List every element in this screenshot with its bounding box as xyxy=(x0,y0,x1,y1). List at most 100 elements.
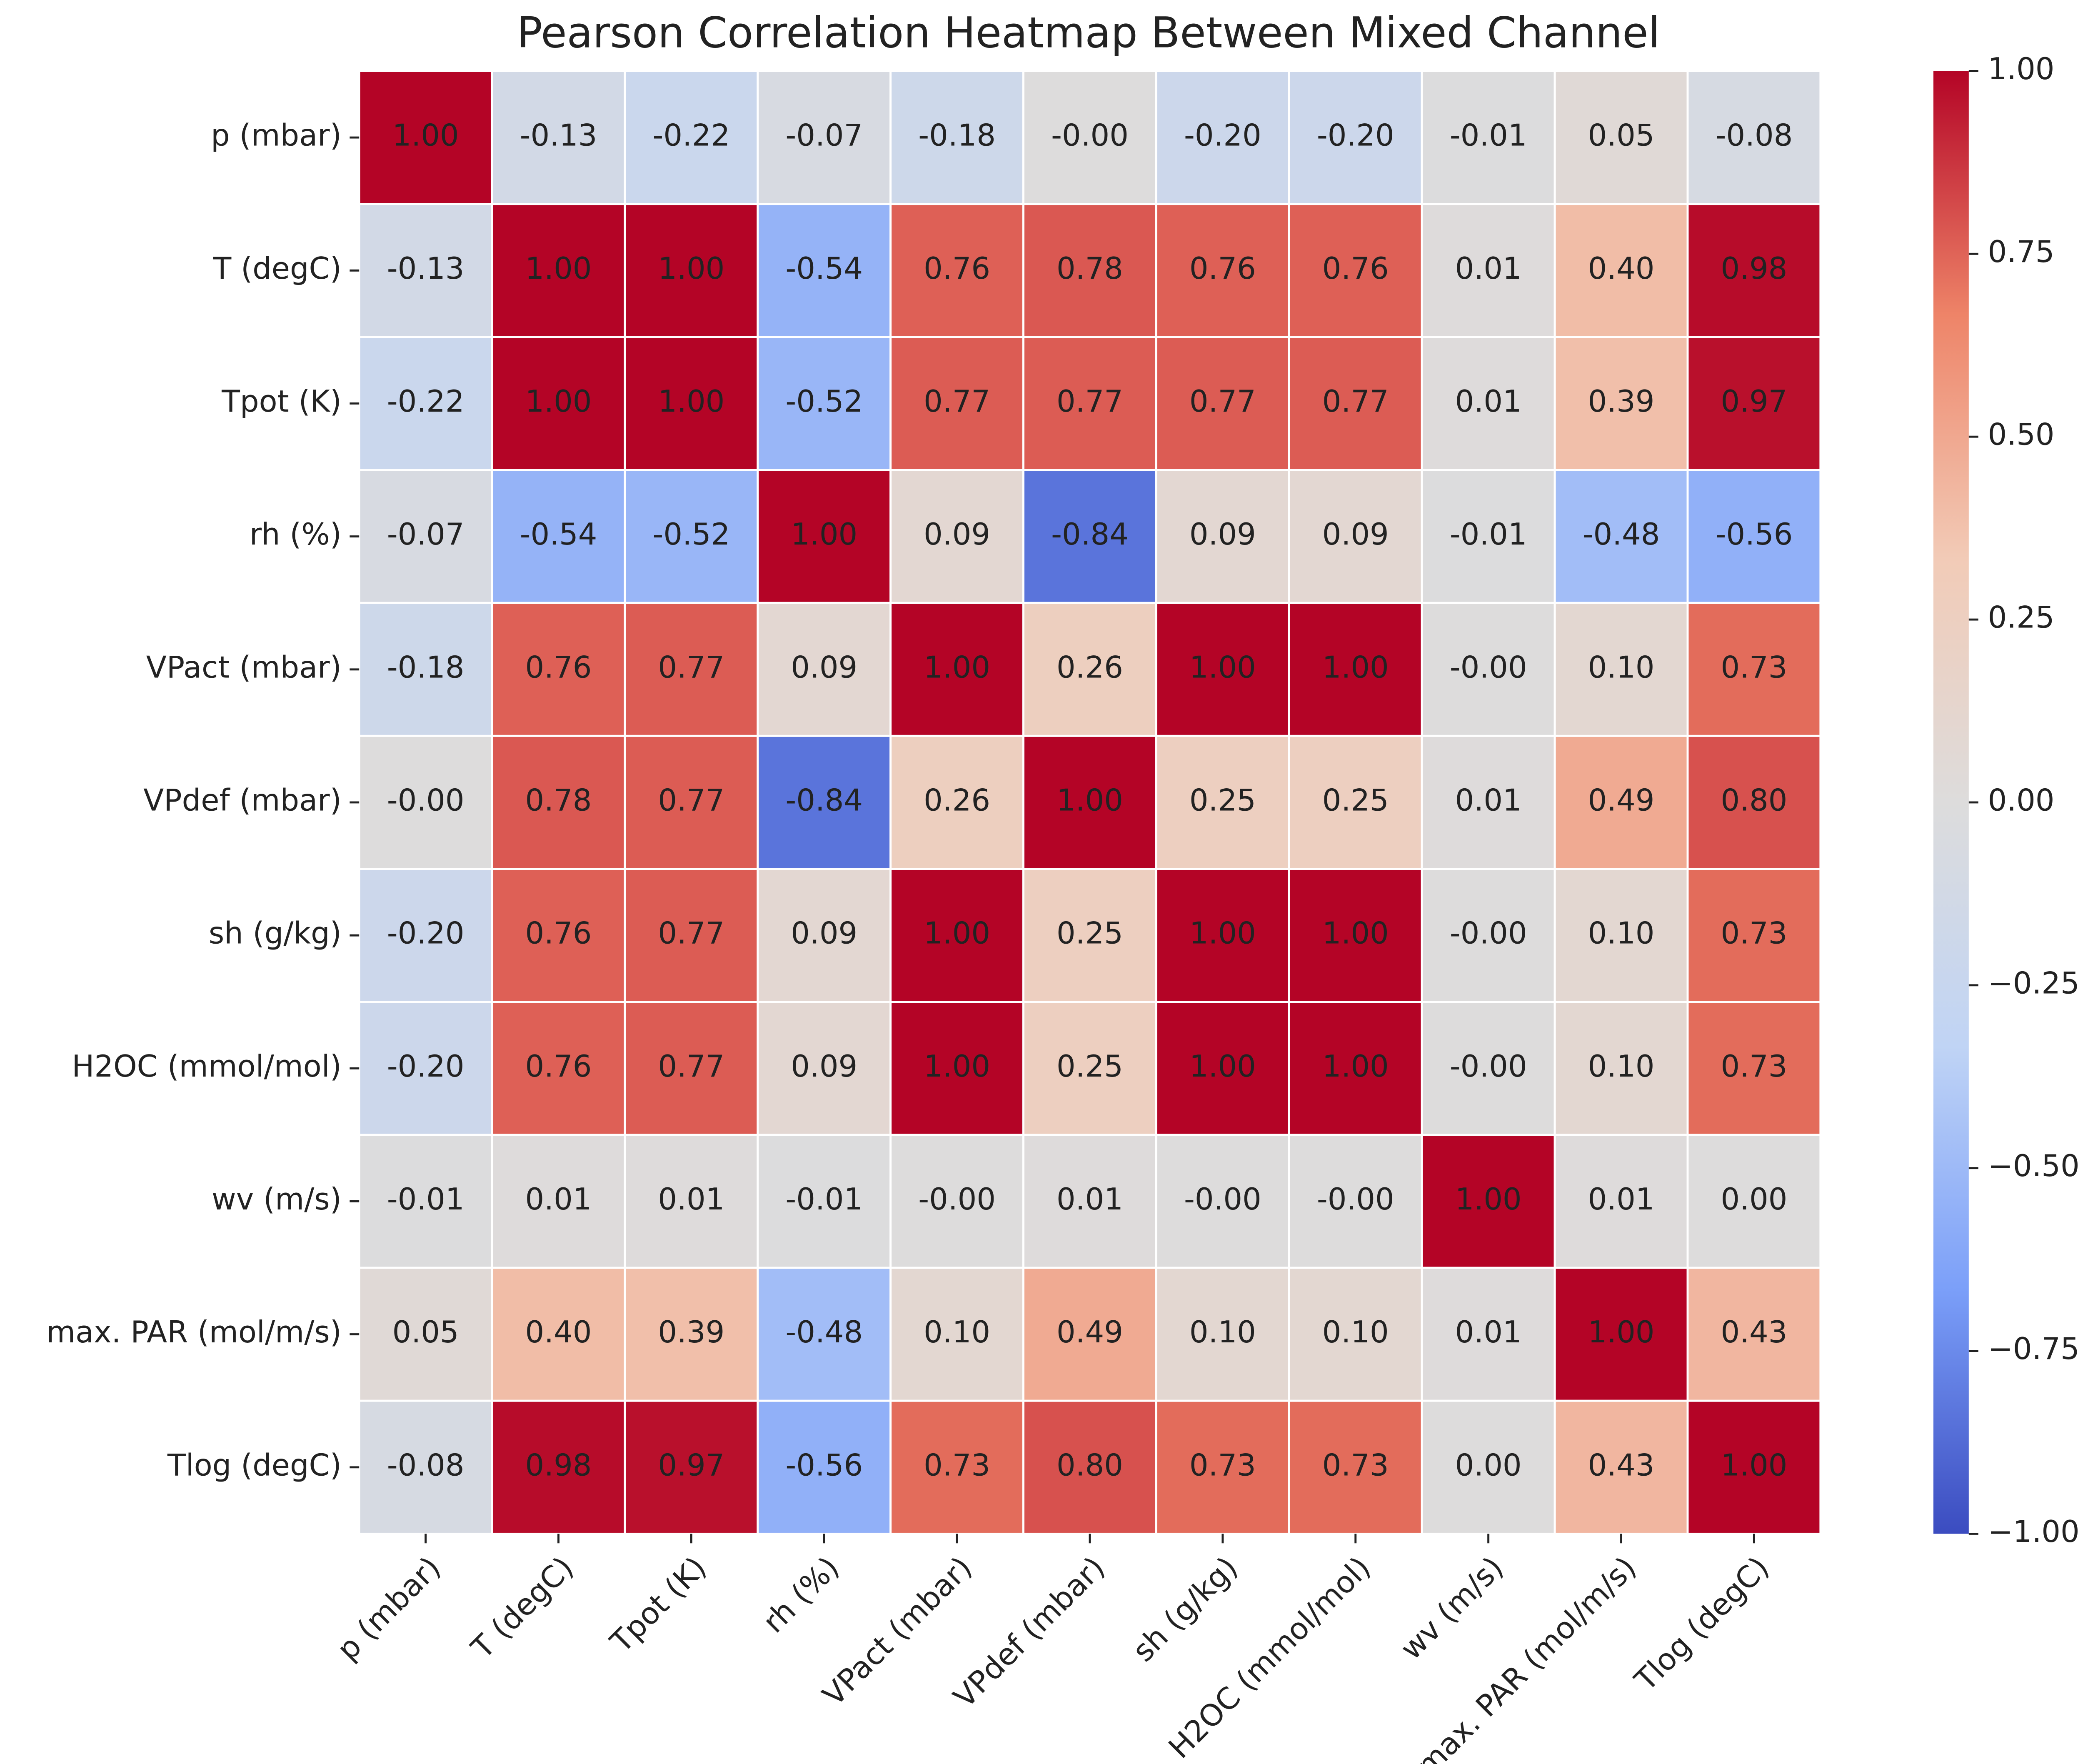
cell-label: 0.78 xyxy=(1056,251,1123,286)
heatmap-cell xyxy=(1288,1001,1423,1136)
colorbar-tick-label: 0.75 xyxy=(1988,234,2055,269)
cell-label: -0.22 xyxy=(387,384,465,419)
cell-label: 0.77 xyxy=(1322,384,1389,419)
cell-label: -0.20 xyxy=(387,1049,465,1084)
cell-label: 0.97 xyxy=(1721,384,1787,419)
cell-label: 0.25 xyxy=(1056,916,1123,951)
heatmap-cell xyxy=(1554,469,1689,604)
cell-label: 0.01 xyxy=(1056,1182,1123,1217)
heatmap-cell xyxy=(1288,1399,1423,1535)
colorbar xyxy=(1933,71,1969,1534)
cell-label: 1.00 xyxy=(658,384,724,419)
cell-label: 0.77 xyxy=(924,384,990,419)
heatmap-cell xyxy=(1022,602,1157,737)
cell-label: 0.26 xyxy=(1056,650,1123,685)
heatmap-cell xyxy=(1022,1267,1157,1402)
chart-title: Pearson Correlation Heatmap Between Mixe… xyxy=(517,8,1660,57)
heatmap-cell xyxy=(757,1267,892,1402)
cell-label: 0.39 xyxy=(658,1314,724,1349)
cell-label: 0.25 xyxy=(1056,1049,1123,1084)
cell-label: 0.77 xyxy=(1056,384,1123,419)
cell-label: 0.43 xyxy=(1721,1314,1787,1349)
heatmap-cell xyxy=(491,1001,626,1136)
heatmap-cell xyxy=(1288,203,1423,338)
colorbar-tick-label: 0.25 xyxy=(1988,600,2055,635)
cell-label: 1.00 xyxy=(1056,782,1123,817)
cell-label: 0.80 xyxy=(1721,782,1787,817)
cell-label: 0.01 xyxy=(1588,1182,1655,1217)
cell-label: -0.52 xyxy=(652,517,730,552)
cell-label: 0.97 xyxy=(658,1447,724,1482)
cell-label: 0.73 xyxy=(1189,1447,1256,1482)
y-tick-label: Tlog (degC) xyxy=(167,1447,342,1482)
cell-label: 0.73 xyxy=(1721,916,1787,951)
heatmap-cell xyxy=(491,868,626,1003)
heatmap-cell xyxy=(624,868,759,1003)
cell-label: 1.00 xyxy=(525,384,592,419)
cell-label: 0.78 xyxy=(525,782,592,817)
colorbar-tick-label: −1.00 xyxy=(1988,1514,2080,1549)
cell-label: -0.00 xyxy=(1051,118,1129,153)
cell-label: 1.00 xyxy=(1322,916,1389,951)
heatmap-cell xyxy=(1155,1001,1290,1136)
cell-label: -0.07 xyxy=(387,517,465,552)
cell-label: -0.20 xyxy=(1184,118,1261,153)
colorbar-tick-label: −0.25 xyxy=(1988,965,2080,1000)
cell-label: 0.10 xyxy=(1588,650,1655,685)
cell-label: -0.48 xyxy=(1583,517,1660,552)
cell-label: 0.76 xyxy=(924,251,990,286)
y-tick-label: rh (%) xyxy=(250,517,342,552)
heatmap-cell xyxy=(1686,469,1822,604)
x-tick-label: rh (%) xyxy=(756,1550,846,1640)
heatmap-cell xyxy=(1288,1134,1423,1269)
heatmap-cell xyxy=(889,602,1025,737)
cell-label: 1.00 xyxy=(392,118,459,153)
heatmap-cell xyxy=(1288,1267,1423,1402)
heatmap-cell xyxy=(624,469,759,604)
cell-label: -0.22 xyxy=(652,118,730,153)
heatmap-cell xyxy=(358,336,493,471)
heatmap-cell xyxy=(757,602,892,737)
heatmap-cell xyxy=(1155,203,1290,338)
heatmap-cell xyxy=(624,1399,759,1535)
cell-label: -0.00 xyxy=(1317,1182,1394,1217)
cell-label: 0.01 xyxy=(1455,782,1522,817)
y-tick-label: wv (m/s) xyxy=(212,1182,342,1217)
cell-label: -0.18 xyxy=(918,118,996,153)
heatmap-cell xyxy=(1155,336,1290,471)
heatmap-cell xyxy=(624,602,759,737)
x-tick-label: max. PAR (mol/m/s) xyxy=(1409,1550,1643,1764)
heatmap-cell xyxy=(1421,1134,1556,1269)
cell-label: 0.09 xyxy=(791,650,857,685)
cell-label: -0.56 xyxy=(1715,517,1793,552)
heatmap-cell xyxy=(1554,1399,1689,1535)
heatmap-cell xyxy=(1155,1134,1290,1269)
cell-label: 0.76 xyxy=(525,1049,592,1084)
cell-label: 0.73 xyxy=(924,1447,990,1482)
cell-label: -0.08 xyxy=(387,1447,465,1482)
heatmap-cell xyxy=(491,1399,626,1535)
heatmap-cell xyxy=(1421,469,1556,604)
cell-label: 0.10 xyxy=(1322,1314,1389,1349)
cell-label: 0.98 xyxy=(525,1447,592,1482)
cell-label: 0.39 xyxy=(1588,384,1655,419)
cell-label: -0.48 xyxy=(785,1314,863,1349)
cell-label: 0.10 xyxy=(1588,916,1655,951)
heatmap-cell xyxy=(1554,602,1689,737)
cell-label: -0.13 xyxy=(387,251,465,286)
cell-label: 0.77 xyxy=(658,1049,724,1084)
cell-label: 1.00 xyxy=(658,251,724,286)
x-tick-label: sh (g/kg) xyxy=(1126,1550,1244,1669)
heatmap-cell xyxy=(1421,336,1556,471)
heatmap-cell xyxy=(889,203,1025,338)
heatmap-cell xyxy=(1022,70,1157,205)
heatmap-cell xyxy=(1155,469,1290,604)
colorbar-tick-label: 0.50 xyxy=(1988,417,2055,452)
cell-label: -0.52 xyxy=(785,384,863,419)
heatmap-cell xyxy=(1288,70,1423,205)
y-tick-label: Tpot (K) xyxy=(221,384,342,419)
cell-label: -0.08 xyxy=(1715,118,1793,153)
cell-label: 0.80 xyxy=(1056,1447,1123,1482)
heatmap-cell xyxy=(757,868,892,1003)
